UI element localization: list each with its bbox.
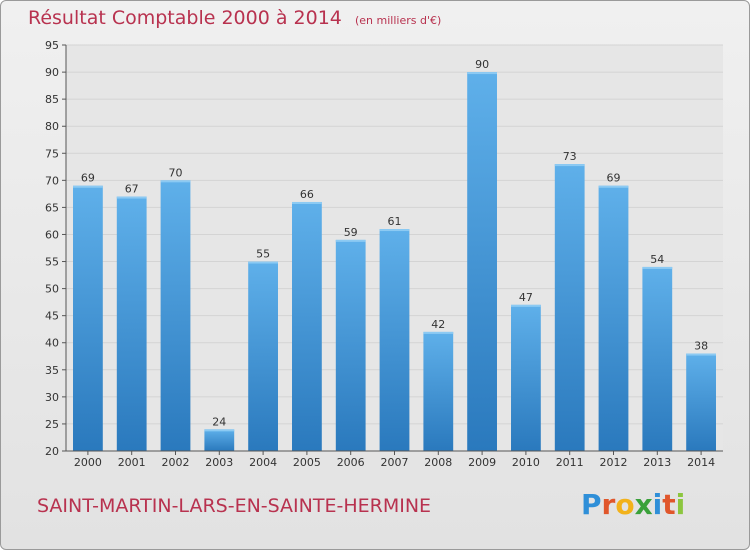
bar-top-highlight [379,229,410,232]
chart-title: Résultat Comptable 2000 à 2014 [28,7,342,29]
x-tick-label: 2010 [512,456,540,469]
bars-group [73,72,716,452]
x-axis-labels: 2000 2001 2002 2003 2004 2005 2006 2007 2008 2009… [74,451,715,469]
value-label: 73 [563,150,577,163]
value-label: 90 [475,58,489,71]
x-tick-label: 2009 [468,456,496,469]
y-axis-labels: 20 25 30 35 40 45 50 55 60 65 70 75 80 85 90 95 [45,39,59,458]
value-label: 42 [431,318,445,331]
bar-top-highlight [292,201,322,204]
bar [379,229,410,451]
y-tick-label: 80 [45,120,59,133]
x-tick-label: 2004 [249,456,277,469]
bar-top-highlight [73,185,103,188]
y-tick-label: 50 [45,283,59,296]
bar [554,164,585,452]
bar [686,353,716,451]
bar-top-highlight [511,304,541,307]
logo-letter: x [634,488,653,521]
value-label: 55 [256,248,270,261]
y-tick-label: 20 [45,445,59,458]
value-label: 70 [169,166,183,179]
bar [335,239,366,451]
logo-letter: i [675,488,686,521]
x-tick-label: 2012 [600,456,628,469]
value-label: 67 [125,183,139,196]
x-tick-label: 2011 [556,456,584,469]
logo-letter: P [581,488,602,521]
value-labels: 69 67 70 24 55 66 59 61 42 90 47 73 69 54 38 [81,58,708,428]
y-tick-label: 35 [45,364,59,377]
logo-letter: o [615,488,635,521]
bar [292,201,322,451]
value-label: 47 [519,291,533,304]
chart-unit: (en milliers d'€) [354,14,442,27]
x-tick-label: 2001 [118,456,146,469]
y-tick-label: 40 [45,337,59,350]
x-tick-label: 2008 [424,456,452,469]
y-tick-label: 25 [45,418,59,431]
y-tick-label: 85 [45,93,59,106]
bar [598,185,629,451]
y-tick-label: 30 [45,391,59,404]
bar-top-highlight [554,164,585,167]
logo-letter: r [601,488,616,521]
y-tick-label: 45 [45,310,59,323]
bar-top-highlight [423,331,454,334]
y-tick-label: 70 [45,174,59,187]
value-label: 66 [300,188,314,201]
x-tick-label: 2014 [687,456,715,469]
x-tick-label: 2013 [643,456,671,469]
y-tick-label: 75 [45,147,59,160]
x-tick-label: 2007 [381,456,409,469]
value-label: 69 [81,172,95,185]
logo-letter: i [652,488,663,521]
bar [467,72,497,452]
x-tick-label: 2005 [293,456,321,469]
y-tick-label: 90 [45,66,59,79]
bar [511,304,541,451]
bar [116,196,147,451]
bar-top-highlight [116,196,147,199]
y-tick-label: 55 [45,256,59,269]
bar [642,266,673,451]
bar [248,261,278,451]
place-name: SAINT-MARTIN-LARS-EN-SAINTE-HERMINE [37,495,432,517]
bar [73,185,103,451]
bar-top-highlight [335,239,366,242]
bar-top-highlight [598,185,629,188]
bar-top-highlight [467,72,497,75]
x-tick-label: 2000 [74,456,102,469]
x-tick-label: 2006 [337,456,365,469]
value-label: 69 [607,172,621,185]
value-label: 54 [650,253,664,266]
x-tick-label: 2003 [205,456,233,469]
logo-letter: t [662,488,676,521]
value-label: 24 [212,415,226,428]
y-tick-label: 60 [45,228,59,241]
x-tick-label: 2002 [162,456,190,469]
value-label: 38 [694,340,708,353]
value-label: 59 [344,226,358,239]
y-tick-label: 65 [45,201,59,214]
bar-top-highlight [204,429,235,432]
proxiti-logo: Proxiti [581,488,685,521]
bar [204,429,235,451]
bar-top-highlight [248,261,278,264]
title-row: Résultat Comptable 2000 à 2014 (en milli… [28,7,441,29]
bar-top-highlight [686,353,716,356]
bar-top-highlight [642,266,673,269]
bar-top-highlight [160,180,191,183]
bar [423,331,454,451]
value-label: 61 [388,215,402,228]
y-tick-label: 95 [45,39,59,52]
bar [160,180,191,452]
